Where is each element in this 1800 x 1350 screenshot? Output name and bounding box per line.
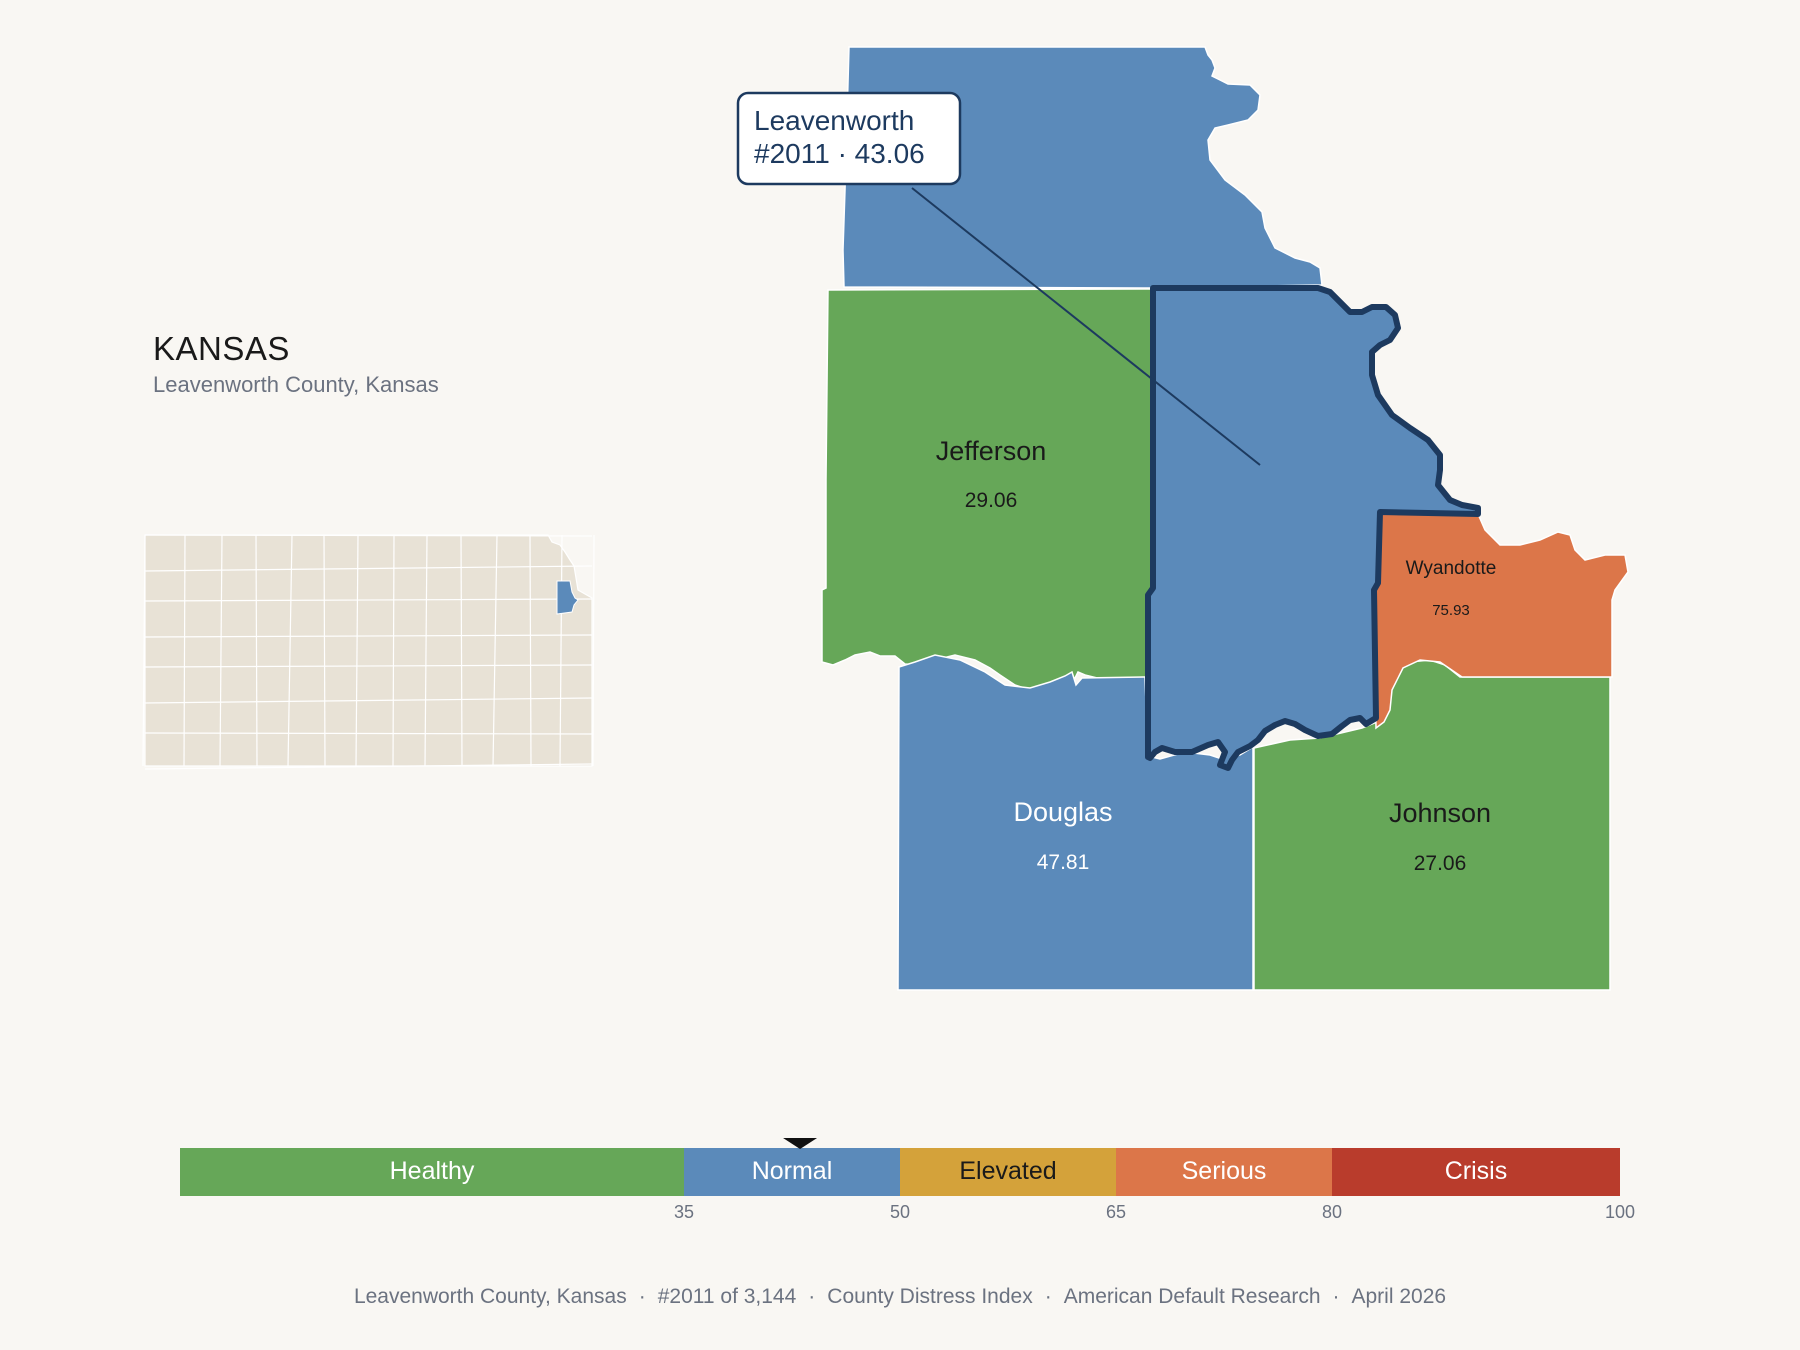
inset-county-line xyxy=(287,534,293,767)
legend-segment-crisis xyxy=(1332,1148,1620,1196)
inset-county-line xyxy=(255,534,258,767)
inset-county-line xyxy=(144,565,593,572)
state-subtitle: Leavenworth County, Kansas xyxy=(153,372,439,397)
footer-date: April 2026 xyxy=(1351,1285,1447,1308)
legend-tick-65: 65 xyxy=(1106,1202,1126,1222)
inset-county-line xyxy=(424,534,428,767)
callout-county-name: Leavenworth xyxy=(754,105,914,136)
legend-segment-healthy xyxy=(180,1148,684,1196)
footer: Leavenworth County, Kansas · #2011 of 3,14… xyxy=(353,1285,1447,1308)
legend-label-healthy: Healthy xyxy=(390,1157,475,1185)
inset-county-line xyxy=(144,664,593,668)
inset-county-line xyxy=(144,534,593,537)
inset-county-line xyxy=(492,534,498,767)
inset-county-line xyxy=(559,534,563,767)
inset-county-line xyxy=(144,732,593,735)
inset-state-shape xyxy=(142,534,595,770)
inset-county-line xyxy=(392,534,395,767)
inset-county-line xyxy=(183,534,186,767)
inset-county-line xyxy=(144,763,593,770)
value-wyandotte: 75.93 xyxy=(1432,602,1470,619)
legend-segment-normal xyxy=(684,1148,900,1196)
legend-label-crisis: Crisis xyxy=(1445,1157,1508,1185)
state-title: KANSAS xyxy=(153,330,290,367)
inset-highlight-leavenworth xyxy=(556,580,579,615)
legend-segment-elevated xyxy=(900,1148,1116,1196)
county-jefferson xyxy=(821,288,1153,691)
county-douglas xyxy=(897,654,1254,991)
legend-tick-35: 35 xyxy=(674,1202,694,1222)
inset-county-line xyxy=(592,534,595,767)
callout-box xyxy=(736,91,962,186)
inset-county-grid xyxy=(142,534,595,770)
footer-source: American Default Research xyxy=(1063,1285,1321,1308)
value-johnson: 27.06 xyxy=(1414,852,1467,875)
legend-tick-100: 100 xyxy=(1605,1202,1635,1222)
inset-county-line xyxy=(323,534,326,767)
inset-county-line xyxy=(142,534,146,767)
legend-label-elevated: Elevated xyxy=(959,1157,1056,1185)
legend-segment-serious xyxy=(1116,1148,1332,1196)
value-jefferson: 29.06 xyxy=(965,489,1018,512)
legend-tick-80: 80 xyxy=(1322,1202,1342,1222)
callout-leader-line xyxy=(911,187,1261,466)
county-leavenworth xyxy=(1145,285,1481,771)
footer-county: Leavenworth County, Kansas xyxy=(353,1285,627,1308)
inset-county-line xyxy=(144,697,593,704)
legend-marker-icon xyxy=(783,1138,818,1149)
label-jefferson: Jefferson xyxy=(936,436,1047,466)
footer-rank: #2011 of 3,144 xyxy=(657,1285,797,1308)
callout-rank-score: #2011 · 43.06 xyxy=(754,138,925,169)
legend-label-normal: Normal xyxy=(752,1157,833,1185)
label-wyandotte: Wyandotte xyxy=(1406,558,1497,579)
footer-index: County Distress Index xyxy=(827,1285,1033,1308)
inset-county-line xyxy=(529,534,532,767)
label-johnson: Johnson xyxy=(1389,798,1491,828)
distress-legend: Healthy Normal Elevated Serious Crisis 35 50 65… xyxy=(180,1138,1635,1222)
county-wyandotte xyxy=(1373,511,1629,730)
inset-county-line xyxy=(219,534,223,767)
inset-county-line xyxy=(144,634,593,638)
value-douglas: 47.81 xyxy=(1037,851,1090,874)
inset-county-line xyxy=(460,534,463,767)
inset-county-line xyxy=(355,534,359,767)
label-douglas: Douglas xyxy=(1013,797,1112,827)
inset-county-line xyxy=(144,598,593,602)
legend-tick-50: 50 xyxy=(890,1202,910,1222)
legend-label-serious: Serious xyxy=(1182,1157,1267,1185)
